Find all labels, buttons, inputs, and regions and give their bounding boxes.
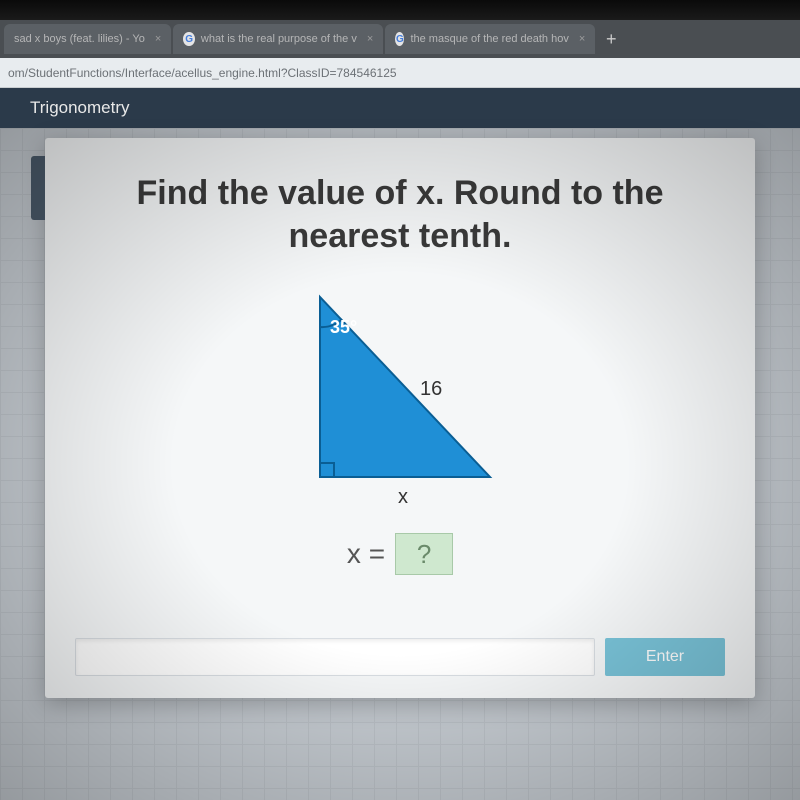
triangle-figure: 35° 16 x	[75, 277, 725, 527]
content-area: Find the value of x. Round to the neares…	[0, 128, 800, 800]
angle-label: 35°	[330, 317, 357, 337]
url-text: om/StudentFunctions/Interface/acellus_en…	[8, 66, 397, 80]
hypotenuse-label: 16	[420, 378, 442, 400]
plus-icon: +	[606, 29, 617, 50]
course-header: Trigonometry	[0, 88, 800, 128]
question-text: Find the value of x. Round to the neares…	[75, 172, 725, 257]
browser-tab[interactable]: G the masque of the red death hov ×	[385, 24, 595, 54]
answer-input[interactable]	[75, 638, 595, 676]
answer-placeholder: ?	[417, 539, 431, 570]
google-icon: G	[183, 32, 195, 46]
close-icon[interactable]: ×	[155, 33, 161, 45]
close-icon[interactable]: ×	[367, 33, 373, 45]
browser-tab[interactable]: G what is the real purpose of the v ×	[173, 24, 383, 54]
enter-button[interactable]: Enter	[605, 638, 725, 676]
answer-box[interactable]: ?	[395, 533, 453, 575]
enter-label: Enter	[646, 648, 684, 666]
google-icon: G	[395, 32, 404, 46]
tab-title: the masque of the red death hov	[410, 33, 568, 45]
tab-title: sad x boys (feat. lilies) - Yo	[14, 33, 145, 45]
answer-prefix: x =	[347, 538, 385, 570]
triangle-svg: 35° 16 x	[280, 277, 520, 527]
browser-tab[interactable]: sad x boys (feat. lilies) - Yo ×	[4, 24, 171, 54]
browser-tab-strip: sad x boys (feat. lilies) - Yo × G what …	[0, 20, 800, 58]
answer-expression: x = ?	[75, 533, 725, 575]
question-card: Find the value of x. Round to the neares…	[45, 138, 755, 698]
question-line: Find the value of x. Round to the	[137, 174, 664, 212]
question-line: nearest tenth.	[289, 217, 512, 255]
card-side-tab[interactable]	[31, 156, 45, 220]
url-bar[interactable]: om/StudentFunctions/Interface/acellus_en…	[0, 58, 800, 88]
answer-input-row: Enter	[75, 638, 725, 676]
course-title: Trigonometry	[30, 98, 130, 118]
tab-title: what is the real purpose of the v	[201, 33, 357, 45]
close-icon[interactable]: ×	[579, 33, 585, 45]
base-label: x	[398, 486, 408, 508]
new-tab-button[interactable]: +	[597, 25, 625, 53]
